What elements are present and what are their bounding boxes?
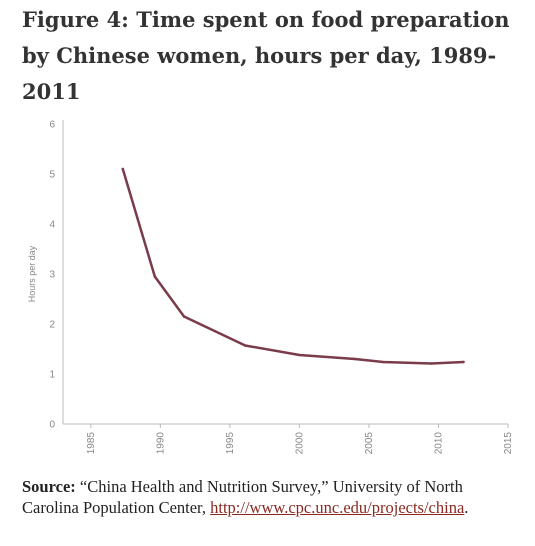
x-tick-label: 2010	[433, 432, 444, 455]
y-tick-label: 2	[49, 320, 55, 331]
chart-title: Figure 4: Time spent on food preparation…	[22, 7, 510, 104]
data-point	[462, 360, 465, 364]
y-tick-label: 3	[49, 270, 55, 281]
source-label: Source:	[22, 477, 76, 496]
y-tick-label: 6	[49, 120, 55, 131]
data-point	[121, 167, 125, 171]
data-point	[381, 360, 385, 364]
x-tick-label: 1995	[225, 432, 236, 455]
data-point	[243, 344, 247, 347]
y-tick-label: 5	[49, 170, 55, 181]
y-axis-title: Hours per day	[27, 245, 37, 302]
y-tick-labels: 0 1 2 3 4 5 6	[49, 120, 55, 431]
y-tick-label: 4	[49, 220, 55, 231]
data-point	[430, 362, 433, 365]
chart-axes	[62, 120, 508, 425]
source-link[interactable]: http://www.cpc.unc.edu/projects/china	[210, 498, 465, 517]
data-point	[182, 315, 186, 318]
x-tick-label: 1985	[86, 432, 97, 455]
source-text: “China Health and Nutrition Survey,” Uni…	[22, 477, 463, 517]
source-end: .	[464, 498, 469, 517]
y-tick-label: 1	[49, 370, 55, 381]
data-point	[153, 275, 157, 278]
x-tick-label: 2005	[364, 432, 375, 455]
x-tick-label: 1990	[155, 432, 166, 455]
source-note: Source: “China Health and Nutrition Surv…	[22, 476, 517, 518]
x-tick-label: 2000	[294, 432, 305, 455]
series-group	[121, 167, 465, 365]
y-tick-label: 0	[49, 420, 55, 431]
data-point	[298, 353, 301, 357]
series-line	[121, 167, 465, 365]
x-tick-labels: 1985 1990 1995 2000 2005 2010 2015	[86, 424, 514, 454]
line-chart: 0 1 2 3 4 5 6 1985 1990 1995 2000 2005 2010 2015 Hou…	[27, 120, 514, 455]
x-tick-label: 2015	[503, 432, 514, 455]
data-point	[353, 357, 357, 361]
